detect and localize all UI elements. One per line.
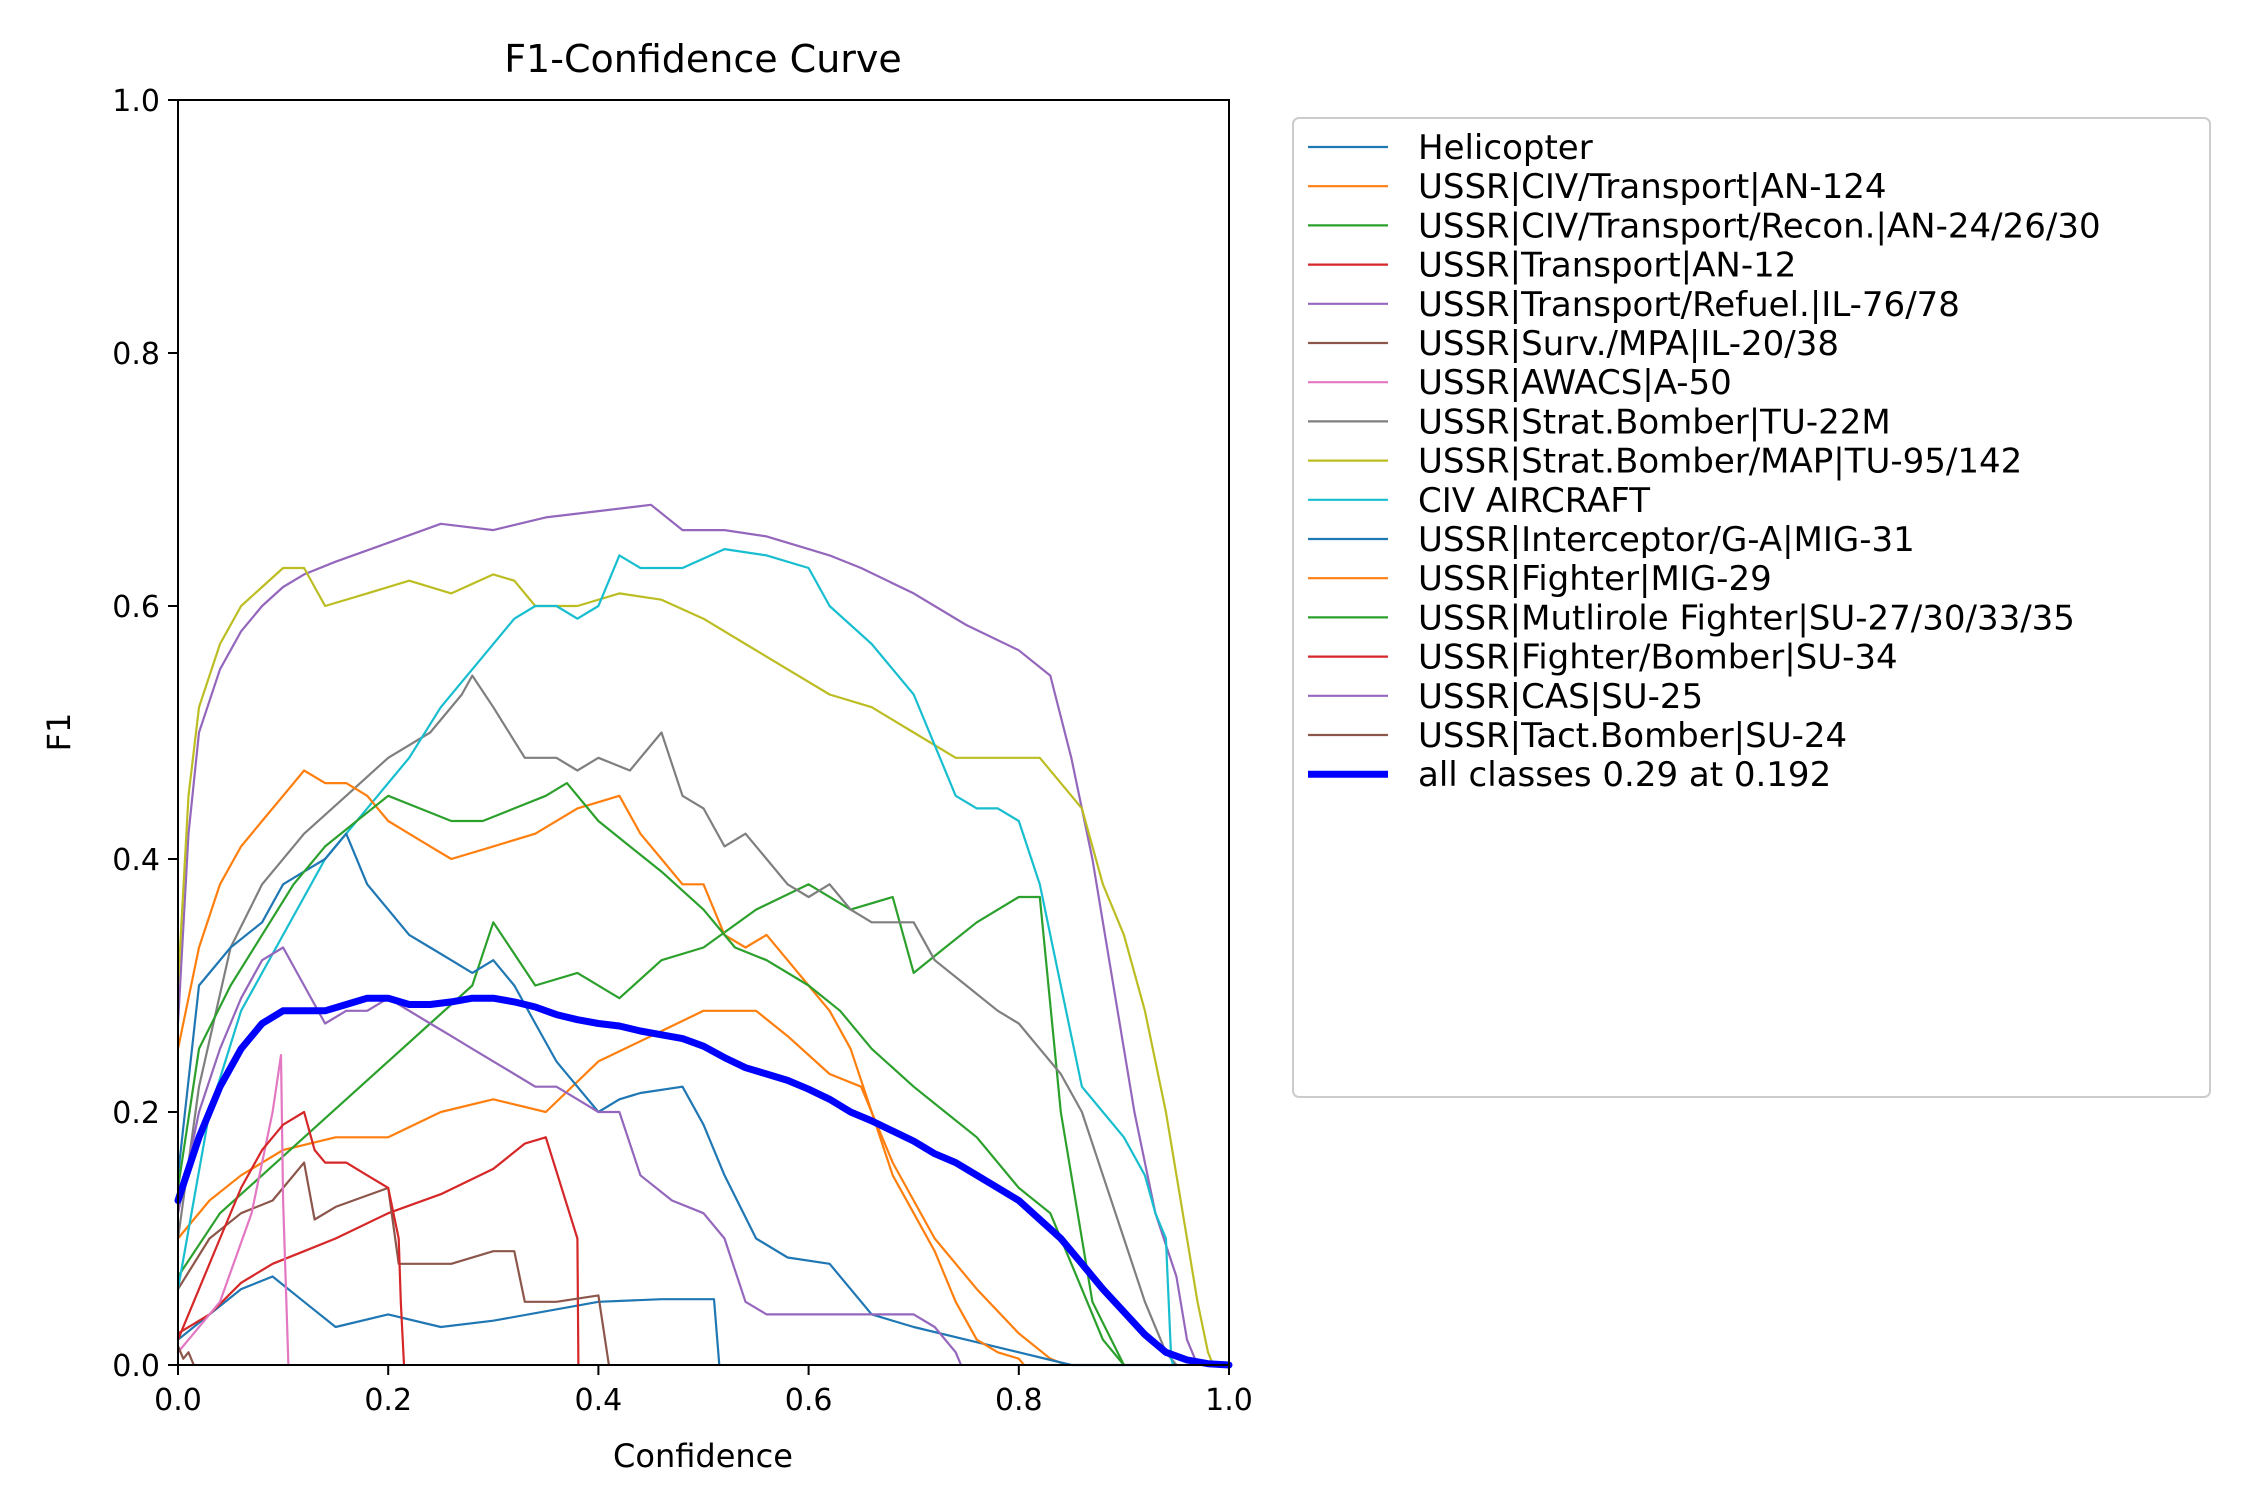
series-line-ussr-cas-su-25 bbox=[176, 946, 963, 1367]
series-line-ussr-transport-refuel-il-76-78 bbox=[176, 503, 1199, 1367]
series-line-ussr-civ-transport-an-124 bbox=[176, 1009, 1068, 1367]
legend-label: CIV AIRCRAFT bbox=[1418, 481, 1650, 521]
legend-label: USSR|Strat.Bomber/MAP|TU-95/142 bbox=[1418, 442, 2022, 482]
series-line-ussr-awacs-a-50 bbox=[176, 1053, 290, 1367]
series-line-ussr-strat-bomber-tu-22m bbox=[176, 674, 1178, 1367]
series-line-helicopter bbox=[176, 1275, 721, 1367]
x-tick-label: 1.0 bbox=[1205, 1383, 1253, 1418]
series-line-civ-aircraft bbox=[176, 547, 1175, 1367]
series-line-ussr-surv-mpa-il-20-38 bbox=[176, 1161, 611, 1367]
axes-frame bbox=[177, 99, 1230, 1366]
y-axis-label: F1 bbox=[40, 713, 78, 752]
legend: HelicopterUSSR|CIV/Transport|AN-124USSR|… bbox=[1292, 117, 2211, 1098]
legend-label: USSR|Mutlirole Fighter|SU-27/30/33/35 bbox=[1418, 598, 2075, 638]
x-tick-label: 0.4 bbox=[575, 1383, 623, 1418]
x-tick-label: 0.6 bbox=[785, 1383, 833, 1418]
x-tick-label: 0.2 bbox=[364, 1383, 412, 1418]
y-tick-label: 0.4 bbox=[112, 843, 160, 878]
y-tick-label: 0.0 bbox=[112, 1349, 160, 1384]
y-tick-label: 0.6 bbox=[112, 590, 160, 625]
legend-label: USSR|Surv./MPA|IL-20/38 bbox=[1418, 324, 1839, 364]
y-axis-ticks: 0.0 0.2 0.4 0.6 0.8 1.0 bbox=[112, 84, 178, 1384]
legend-label: USSR|Transport/Refuel.|IL-76/78 bbox=[1418, 285, 1960, 325]
legend-label: Helicopter bbox=[1418, 128, 1593, 168]
series-line-ussr-fighter-mig-29 bbox=[176, 769, 1026, 1367]
legend-label: USSR|Transport|AN-12 bbox=[1418, 246, 1796, 286]
x-tick-label: 0.8 bbox=[995, 1383, 1043, 1418]
y-tick-label: 0.2 bbox=[112, 1096, 160, 1131]
y-tick-label: 1.0 bbox=[112, 84, 160, 119]
legend-label: USSR|AWACS|A-50 bbox=[1418, 363, 1732, 403]
series-line-ussr-interceptor-g-a-mig-31 bbox=[176, 832, 1178, 1367]
legend-label: USSR|Tact.Bomber|SU-24 bbox=[1418, 716, 1847, 756]
y-tick-label: 0.8 bbox=[112, 337, 160, 372]
plot-area: 0.0 0.2 0.4 0.6 0.8 1.0 0.0 0.2 0.4 0.6 0.8 1.0 bbox=[112, 84, 1253, 1418]
legend-label: USSR|Strat.Bomber|TU-22M bbox=[1418, 402, 1891, 442]
legend-label: USSR|CAS|SU-25 bbox=[1418, 677, 1703, 717]
x-axis-ticks: 0.0 0.2 0.4 0.6 0.8 1.0 bbox=[154, 1365, 1253, 1418]
legend-label: USSR|CIV/Transport|AN-124 bbox=[1418, 167, 1886, 207]
legend-frame bbox=[1292, 117, 2211, 1098]
series-line-ussr-mutlirole-fighter-su-27-30-33-35 bbox=[176, 781, 1126, 1367]
chart-title: F1-Confidence Curve bbox=[504, 37, 902, 81]
legend-label: USSR|Interceptor/G-A|MIG-31 bbox=[1418, 520, 1915, 560]
x-tick-label: 0.0 bbox=[154, 1383, 202, 1418]
series-line-ussr-civ-transport-recon-an-24-26-30 bbox=[176, 883, 1126, 1367]
series-layer bbox=[174, 503, 1233, 1369]
series-line-ussr-fighter-bomber-su-34 bbox=[176, 1110, 406, 1367]
legend-label: USSR|Fighter|MIG-29 bbox=[1418, 559, 1772, 599]
series-line-ussr-strat-bomber-map-tu-95-142 bbox=[176, 566, 1215, 1367]
x-axis-label: Confidence bbox=[613, 1437, 793, 1475]
series-line-ussr-tact-bomber-su-24 bbox=[176, 1344, 195, 1367]
legend-label: USSR|CIV/Transport/Recon.|AN-24/26/30 bbox=[1418, 206, 2101, 246]
series-line-all-classes-0-29-at-0-192 bbox=[174, 994, 1233, 1369]
legend-label: all classes 0.29 at 0.192 bbox=[1418, 755, 1831, 795]
legend-items: HelicopterUSSR|CIV/Transport|AN-124USSR|… bbox=[1308, 128, 2101, 795]
series-line-ussr-transport-an-12 bbox=[176, 1136, 580, 1367]
legend-label: USSR|Fighter/Bomber|SU-34 bbox=[1418, 638, 1898, 678]
